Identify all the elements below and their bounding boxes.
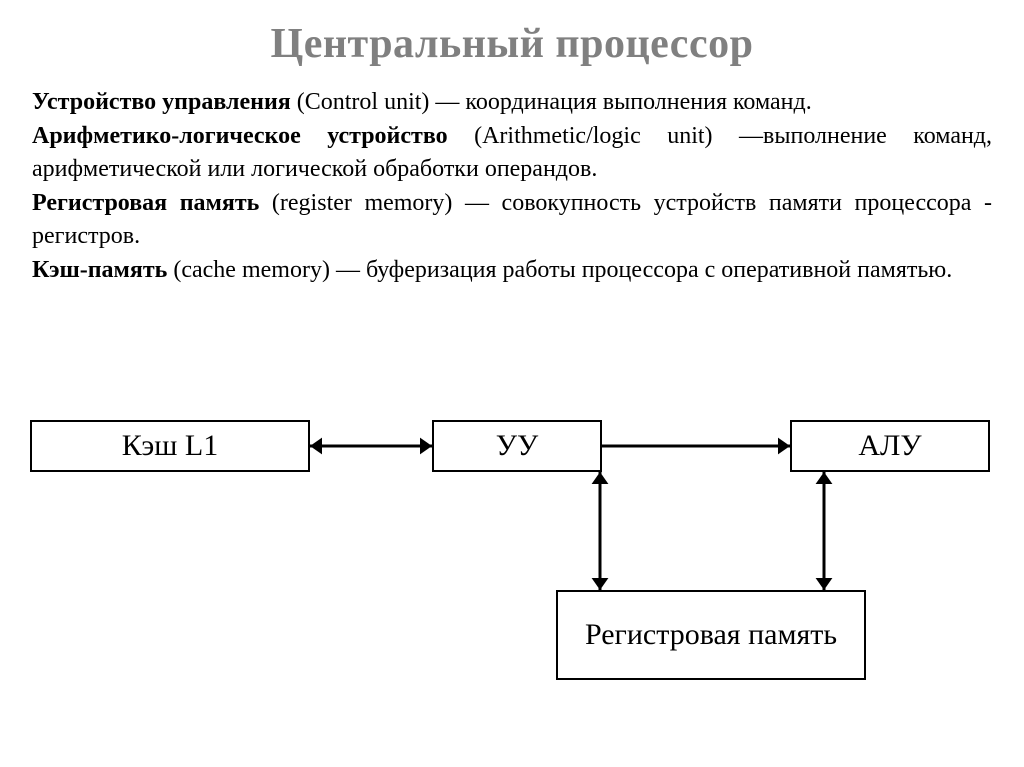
definition-row: Кэш-память (cache memory) — буферизация … <box>32 254 992 286</box>
definitions-block: Устройство управления (Control unit) — к… <box>0 86 1024 286</box>
term: Арифметико-логическое устройство <box>32 123 448 149</box>
definition-row: Устройство управления (Control unit) — к… <box>32 86 992 118</box>
node-alu: АЛУ <box>790 420 990 472</box>
definition-row: Арифметико-логическое устройство (Arithm… <box>32 120 992 185</box>
term: Регистровая память <box>32 190 259 216</box>
cpu-diagram: Кэш L1 УУ АЛУ Регистровая память <box>0 380 1024 740</box>
term: Кэш-память <box>32 257 167 283</box>
node-cache: Кэш L1 <box>30 420 310 472</box>
term: Устройство управления <box>32 89 291 115</box>
page-title: Центральный процессор <box>0 0 1024 86</box>
node-regmem: Регистровая память <box>556 590 866 680</box>
node-cu: УУ <box>432 420 602 472</box>
definition-row: Регистровая память (register memory) — с… <box>32 187 992 252</box>
